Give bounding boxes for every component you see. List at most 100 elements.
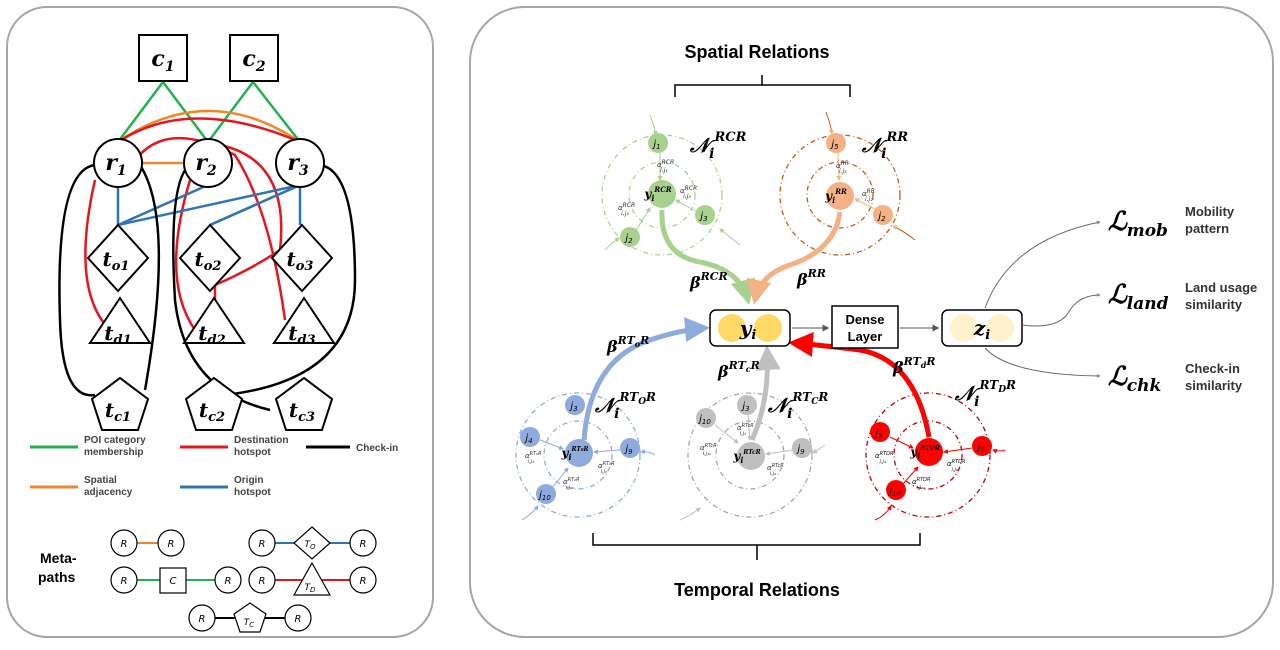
svg-text:R: R — [121, 539, 128, 550]
node-j3 — [737, 395, 757, 415]
svg-text:tc3: tc3 — [289, 398, 315, 425]
svg-text:td3: td3 — [288, 321, 315, 348]
svg-text:j5: j5 — [873, 428, 883, 440]
center-node — [565, 439, 593, 467]
svg-text:j2: j2 — [623, 233, 633, 245]
node-j2 — [620, 227, 640, 247]
legend-item-checkin: Check-in — [306, 443, 398, 454]
node-j10 — [536, 484, 556, 504]
svg-text:R: R — [121, 576, 128, 587]
metapath-r-td-r: R TD R — [248, 561, 377, 596]
destination-node-td1: td1 — [88, 296, 152, 348]
center-node — [737, 442, 765, 470]
svg-text:to1: to1 — [103, 247, 130, 274]
svg-text:R: R — [360, 539, 367, 550]
svg-text:membership: membership — [84, 447, 143, 458]
svg-text:j1: j1 — [651, 139, 660, 151]
svg-text:R: R — [225, 576, 232, 587]
svg-text:similarity: similarity — [1185, 378, 1243, 393]
output-land: ℒland Land usage similarity — [1108, 280, 1257, 314]
metapaths: Meta- paths R R R C R R TO R — [38, 526, 377, 633]
cluster-rcr: j1 j2 j3 yiRCR αRCR i,j₁ αRCR i,j₂ αRCR i,j… — [601, 114, 747, 256]
svg-text:yiRTDR: yiRTDR — [909, 445, 940, 461]
svg-text:td1: td1 — [104, 321, 131, 348]
svg-text:c2: c2 — [242, 46, 265, 75]
svg-text:yiRT₀R: yiRT₀R — [561, 446, 589, 462]
arrow-beta-rtd — [788, 332, 932, 438]
output-checkin: ℒchk Check-in similarity — [1108, 361, 1243, 396]
svg-text:R: R — [360, 576, 367, 587]
node-j9 — [972, 436, 992, 456]
svg-text:Mobility: Mobility — [1185, 204, 1235, 219]
node-j2 — [873, 205, 893, 225]
neighborhood-rtc-label: 𝒩iRTCR — [767, 390, 828, 422]
metapath-r-c-r: R C R — [110, 566, 242, 594]
svg-text:TD: TD — [305, 583, 317, 594]
svg-text:td2: td2 — [198, 321, 225, 348]
node-j4 — [520, 427, 540, 447]
svg-text:hotspot: hotspot — [234, 447, 271, 458]
node-j9 — [620, 438, 640, 458]
svg-text:paths: paths — [38, 569, 76, 585]
dense-layer: Dense Layer — [831, 305, 899, 349]
cluster-rtc: j10 j3 j9 yiRTcR αRTcR i,j₃ αRTcR i,j₁₀ αR… — [679, 390, 828, 521]
metapath-r-r: R R — [110, 529, 185, 557]
neighborhood-rto-label: 𝒩iRTOR — [594, 390, 656, 422]
left-panel-frame — [6, 6, 434, 638]
svg-text:zi: zi — [973, 316, 990, 343]
node-j5 — [826, 133, 846, 153]
spatial-relations-title: Spatial Relations — [684, 42, 829, 62]
svg-text:ℒchk: ℒchk — [1108, 362, 1161, 396]
svg-text:r1: r1 — [105, 150, 126, 179]
checkin-node-tc1: tc1 — [90, 376, 150, 431]
legend-item-destination: Destination hotspot — [180, 435, 288, 458]
svg-text:R: R — [168, 539, 175, 550]
destination-node-td3: td3 — [272, 296, 336, 348]
svg-text:yi: yi — [739, 316, 757, 343]
svg-text:Dense: Dense — [845, 312, 884, 327]
arrow-beta-rcr — [659, 209, 755, 305]
svg-text:Origin: Origin — [234, 475, 263, 486]
legend: POI category membership Destination hots… — [30, 435, 398, 498]
svg-text:Spatial: Spatial — [84, 475, 117, 486]
legend-item-category: POI category membership — [30, 435, 146, 458]
arrow-beta-rto — [581, 317, 710, 441]
category-node-c2: c2 — [229, 34, 279, 82]
neighborhood-rr-label: 𝒩iRR — [861, 130, 908, 162]
beta-rtd-label: βRTdR — [892, 355, 936, 377]
svg-text:hotspot: hotspot — [234, 487, 271, 498]
cluster-rr: j5 j2 yiRR αRR i,j₅ αRR i,j₂ 𝒩iRR — [779, 111, 916, 256]
svg-text:to3: to3 — [287, 247, 314, 274]
svg-text:j10: j10 — [887, 486, 901, 498]
svg-text:j3: j3 — [568, 401, 577, 413]
svg-text:j10: j10 — [697, 414, 711, 426]
svg-text:tc1: tc1 — [105, 398, 131, 425]
region-node-r3: r3 — [275, 138, 325, 188]
region-node-r2: r2 — [183, 138, 233, 188]
svg-text:R: R — [259, 576, 266, 587]
arrow-to-lchk — [984, 347, 1101, 378]
svg-text:j9: j9 — [975, 442, 985, 454]
node-j9 — [792, 438, 812, 458]
svg-text:j9: j9 — [623, 444, 633, 456]
svg-text:POI category: POI category — [84, 435, 146, 446]
node-j3 — [565, 395, 585, 415]
node-j3 — [695, 205, 715, 225]
svg-text:j5: j5 — [829, 139, 839, 151]
z-node: zi — [941, 309, 1023, 347]
svg-text:r2: r2 — [195, 150, 217, 179]
svg-text:R: R — [259, 539, 266, 550]
svg-text:TC: TC — [244, 618, 255, 629]
origin-node-to3: to3 — [270, 223, 334, 293]
svg-text:yiRTcR: yiRTcR — [732, 449, 760, 465]
svg-text:Check-in: Check-in — [1185, 361, 1240, 376]
svg-text:adjacency: adjacency — [84, 487, 133, 498]
destination-node-td2: td2 — [182, 296, 246, 348]
svg-text:to2: to2 — [195, 247, 222, 274]
